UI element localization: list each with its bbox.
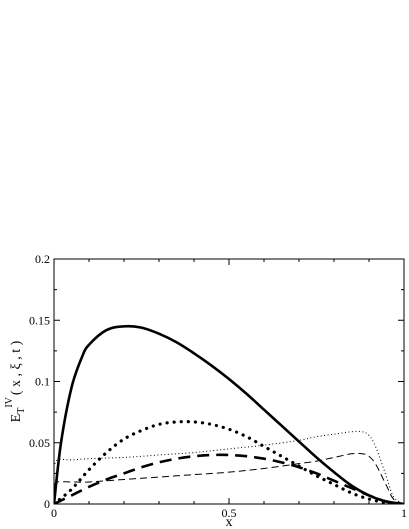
series-line-dotted-thick [54, 420, 404, 504]
series-line-dotted-thin [54, 430, 404, 504]
series-line-dashed-thick [54, 453, 404, 504]
series-line-solid-thick [54, 324, 404, 504]
y-tick-label: 0.05 [29, 436, 50, 450]
y-tick-label: 0 [44, 497, 50, 511]
series-layer [54, 324, 404, 504]
y-axis-title-base: E [9, 414, 24, 423]
x-axis: 0 0.5 1 [51, 259, 407, 520]
y-axis-title-sup: IV [4, 396, 15, 407]
y-tick-label: 0.1 [35, 375, 50, 389]
y-axis: 0 0.05 0.1 0.15 0.2 [29, 252, 404, 511]
series-line-dashed-thin [54, 452, 404, 504]
plot-frame [53, 258, 405, 505]
y-axis-title-args: ( x , ξ , t ) [9, 340, 24, 395]
y-axis-title: ETIV( x , ξ , t ) [4, 340, 27, 422]
y-tick-label: 0.2 [35, 252, 50, 266]
x-tick-label: 1 [401, 506, 407, 520]
y-tick-label: 0.15 [29, 313, 50, 327]
y-axis-title-sub: T [16, 408, 27, 414]
x-axis-title: x [226, 515, 233, 529]
x-tick-label: 0.5 [222, 506, 237, 520]
plot-area [53, 258, 405, 505]
x-tick-label: 0 [51, 506, 57, 520]
